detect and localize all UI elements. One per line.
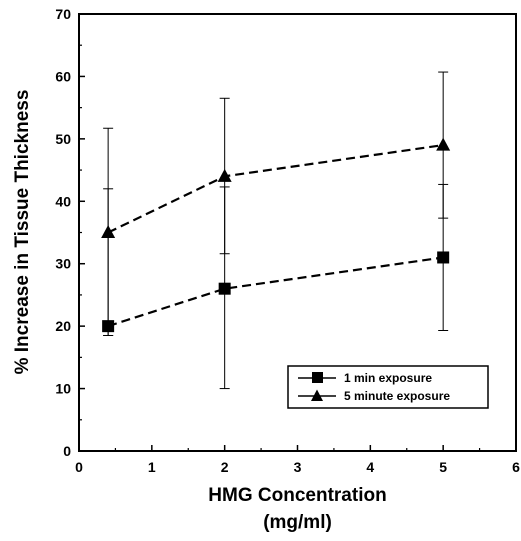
x-tick-label: 3 — [294, 459, 302, 475]
y-axis-ticks: 0 10 20 30 40 50 60 70 — [55, 6, 85, 459]
legend-label-1min: 1 min exposure — [344, 371, 432, 385]
y-tick-label: 70 — [55, 6, 71, 22]
legend-square-marker — [312, 372, 323, 383]
y-axis-title: % Increase in Tissue Thickness — [12, 90, 33, 375]
series-markers — [101, 137, 451, 333]
y-tick-label: 60 — [55, 68, 71, 84]
x-axis-title-units: (mg/ml) — [263, 512, 332, 533]
x-tick-label: 2 — [221, 459, 229, 475]
y-tick-label: 10 — [55, 381, 71, 397]
legend-triangle-marker — [311, 389, 323, 401]
x-tick-label: 1 — [148, 459, 156, 475]
x-axis-title: HMG Concentration — [208, 485, 386, 506]
series-line-triangle — [107, 144, 444, 234]
x-tick-label: 0 — [75, 459, 83, 475]
error-bars — [103, 71, 449, 390]
data-point-triangle — [436, 137, 451, 151]
legend-label-5min: 5 minute exposure — [344, 389, 450, 403]
legend: 1 min exposure 5 minute exposure — [287, 365, 489, 409]
x-tick-label: 6 — [512, 459, 520, 475]
data-point-triangle — [101, 225, 116, 238]
data-point-square — [218, 282, 231, 295]
y-tick-label: 30 — [55, 256, 71, 272]
y-tick-label: 0 — [63, 443, 71, 459]
x-axis-ticks: 0 1 2 3 4 5 6 — [75, 445, 520, 475]
y-tick-label: 20 — [55, 318, 71, 334]
data-point-triangle — [217, 168, 232, 182]
y-tick-label: 50 — [55, 131, 71, 147]
data-point-square — [102, 320, 115, 333]
x-tick-label: 5 — [439, 459, 447, 475]
series-line-square — [107, 256, 444, 328]
x-tick-label: 4 — [366, 459, 374, 475]
series-lines — [107, 144, 444, 328]
data-point-square — [437, 251, 450, 264]
y-tick-label: 40 — [55, 193, 71, 209]
